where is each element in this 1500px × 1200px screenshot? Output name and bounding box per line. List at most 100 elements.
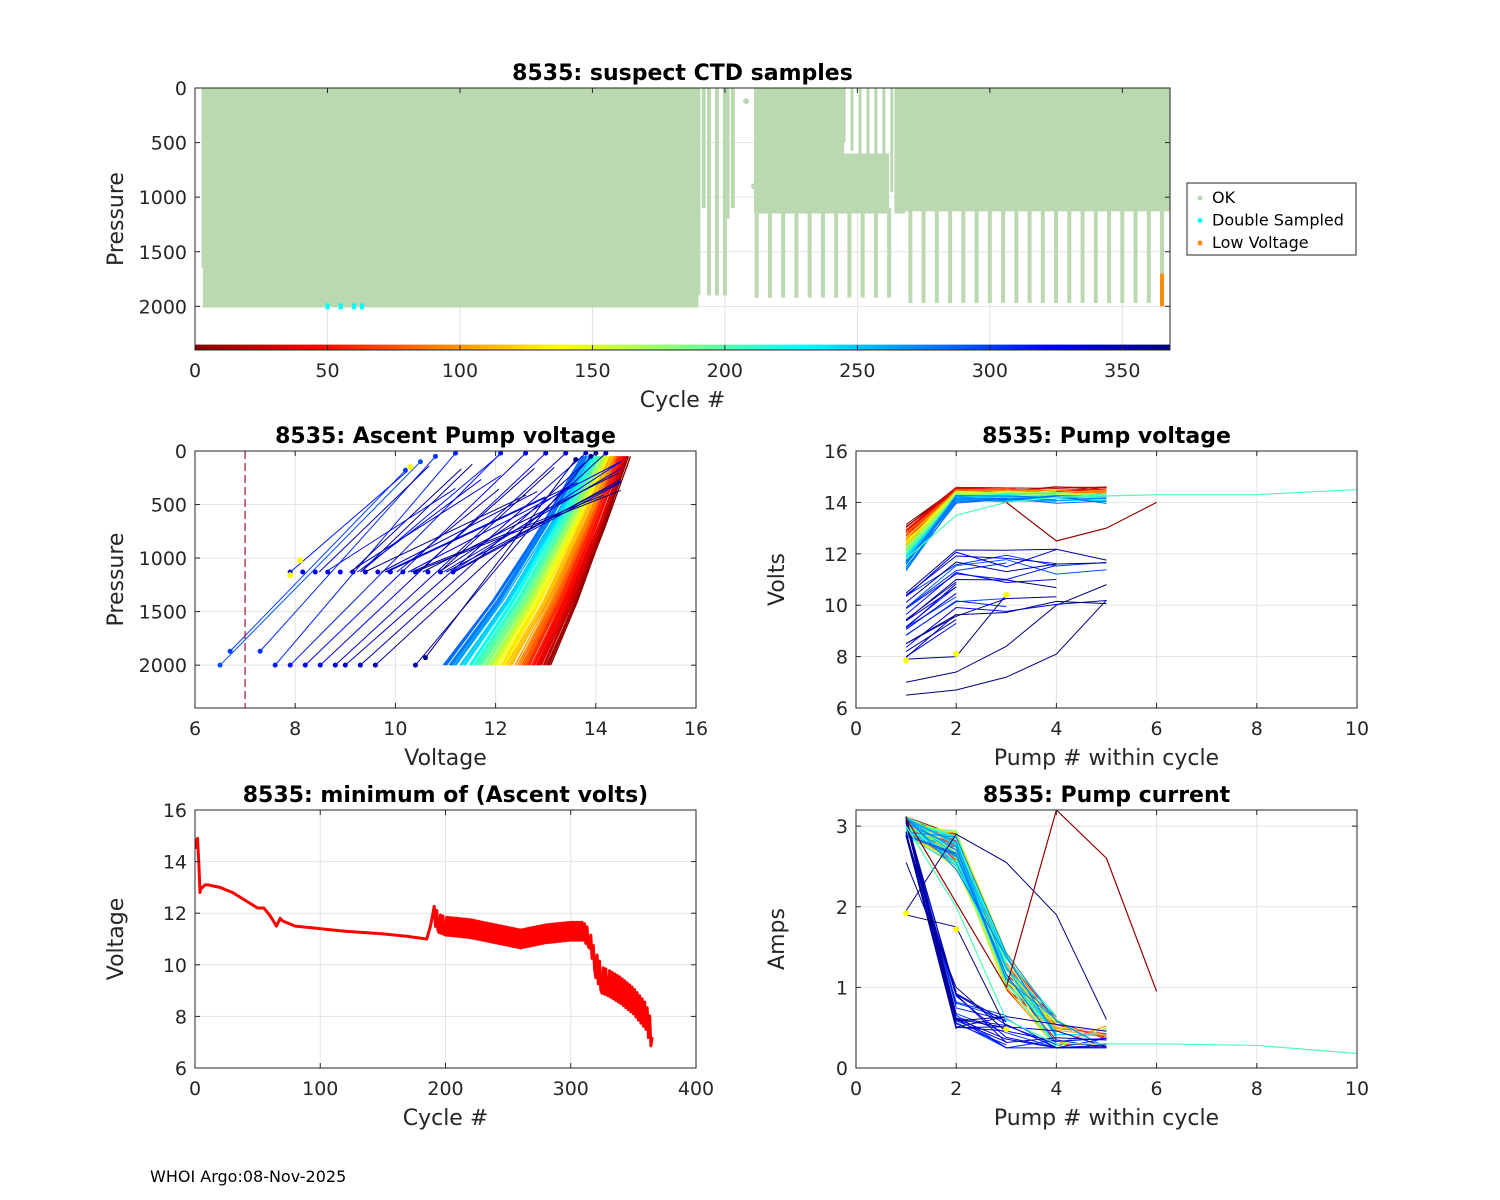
ascent-profile xyxy=(540,456,626,666)
ok-samples-column xyxy=(201,88,207,269)
ascent-profile-mid xyxy=(290,470,408,573)
x-axis-label: Pump # within cycle xyxy=(994,1106,1219,1131)
x-axis-label: Pump # within cycle xyxy=(994,746,1219,771)
x-tick-label: 16 xyxy=(684,718,708,740)
ascent-profile-low xyxy=(289,452,501,666)
ascent-start-point xyxy=(372,662,378,668)
ascent-end-point xyxy=(417,459,423,465)
legend-label: Low Voltage xyxy=(1212,233,1309,252)
y-tick-label: 14 xyxy=(163,852,187,874)
chart-title: 8535: Ascent Pump voltage xyxy=(275,424,616,449)
ascent-profile xyxy=(489,456,604,666)
ascent-profile-mid xyxy=(386,482,578,573)
y-tick-label: 8 xyxy=(175,1006,187,1028)
y-axis-label: Amps xyxy=(765,908,790,970)
axes-box xyxy=(855,450,1358,709)
x-tick-label: 300 xyxy=(553,1078,589,1100)
legend-label: Double Sampled xyxy=(1212,211,1344,230)
ascent-profile-mid xyxy=(364,494,527,573)
x-tick-label: 2 xyxy=(950,1078,962,1100)
x-tick-label: 0 xyxy=(850,1078,862,1100)
chart-title: 8535: Pump voltage xyxy=(982,424,1231,449)
y-axis-label: Pressure xyxy=(104,533,129,627)
pump-voltage-profile xyxy=(905,622,957,658)
x-tick-label: 8 xyxy=(1251,1078,1263,1100)
y-tick-label: 1000 xyxy=(139,187,187,209)
pump-voltage-profile xyxy=(905,600,1107,644)
pump-voltage-long-profile xyxy=(905,488,1357,560)
y-tick-label: 2000 xyxy=(139,296,187,318)
ascent-start-point xyxy=(287,662,293,668)
pump-voltage-profile xyxy=(905,495,1107,568)
ascent-profile-mid xyxy=(360,463,473,573)
y-tick-label: 0 xyxy=(836,1058,848,1080)
pump-voltage-profile xyxy=(905,548,1107,594)
pump-current-profile xyxy=(905,819,1007,981)
pump-current-profile xyxy=(906,831,1107,1049)
series-group xyxy=(217,451,632,708)
pump-voltage-profile xyxy=(905,579,1057,621)
x-tick-label: 4 xyxy=(1050,1078,1062,1100)
ascent-profile xyxy=(449,456,588,666)
ascent-start-point xyxy=(272,662,278,668)
ascent-end-point xyxy=(523,451,529,456)
double-sampled-point xyxy=(338,303,343,310)
pump-voltage-profile xyxy=(905,596,1057,645)
star-marker xyxy=(1003,591,1010,598)
y-tick-label: 0 xyxy=(175,441,187,463)
x-tick-label: 10 xyxy=(1345,1078,1369,1100)
ascent-start-point xyxy=(217,662,223,668)
ascent-profile xyxy=(507,456,609,666)
x-tick-label: 0 xyxy=(189,1078,201,1100)
y-tick-label: 16 xyxy=(163,800,187,822)
ascent-profile xyxy=(498,456,609,666)
y-tick-label: 8 xyxy=(836,647,848,669)
pump-voltage-profile xyxy=(905,489,1057,537)
ascent-end-point xyxy=(563,451,569,456)
series-group xyxy=(903,810,1357,1055)
y-tick-label: 1500 xyxy=(139,242,187,264)
ok-samples-block xyxy=(202,88,699,308)
double-sampled-point xyxy=(325,303,330,310)
pump-current-profile xyxy=(905,816,957,1015)
ascent-start-point xyxy=(302,662,308,668)
pump-voltage-profile-low xyxy=(906,599,1107,696)
pump-current-profile-low xyxy=(905,833,1107,1020)
chart-title: 8535: suspect CTD samples xyxy=(512,61,853,86)
chart-suspect: 0 50 100 150 200 250 300 350 0 500 1000 1500 2000 853… xyxy=(104,61,1171,413)
pump-current-profile xyxy=(905,829,1057,1037)
y-tick-label: 500 xyxy=(151,133,187,155)
pump-voltage-profile xyxy=(905,549,1057,597)
ascent-start-point xyxy=(357,662,363,668)
ascent-profile-mid xyxy=(417,468,535,573)
ascent-profile-low xyxy=(425,459,577,658)
series-group xyxy=(903,486,1357,696)
star-marker xyxy=(953,926,960,933)
ascent-mid-point xyxy=(400,569,406,575)
y-tick-label: 2 xyxy=(836,897,848,919)
x-tick-label: 100 xyxy=(302,1078,338,1100)
ascent-profile-mid xyxy=(381,491,538,573)
ascent-profile-mid xyxy=(439,467,555,573)
ascent-profile xyxy=(544,456,627,666)
axes-box xyxy=(855,809,1358,1069)
pump-voltage-profile xyxy=(905,561,1107,603)
chart-pumpv: 0 2 4 6 8 10 6 8 10 12 14 16 8535: Pump voltage Pump … xyxy=(765,424,1369,771)
ascent-profile xyxy=(473,456,597,666)
y-axis-label: Volts xyxy=(765,553,790,606)
pump-voltage-profile xyxy=(905,593,957,630)
double-sampled-point xyxy=(351,303,356,310)
legend-marker xyxy=(1197,195,1203,201)
ascent-profile-mid xyxy=(318,465,430,573)
ascent-profile-mid xyxy=(349,475,501,573)
ascent-profile xyxy=(539,456,625,666)
ascent-profile xyxy=(474,456,598,666)
ascent-start-point xyxy=(412,662,418,668)
pump-voltage-outlier xyxy=(1005,501,1157,542)
y-tick-label: 3 xyxy=(836,816,848,838)
chart-minv: 0 100 200 300 400 6 8 10 12 14 16 8535: minimum of … xyxy=(104,783,714,1131)
x-axis-label: Cycle # xyxy=(403,1106,489,1131)
x-tick-label: 100 xyxy=(442,360,478,382)
series-group xyxy=(195,88,1170,350)
ascent-end-point xyxy=(573,457,579,463)
